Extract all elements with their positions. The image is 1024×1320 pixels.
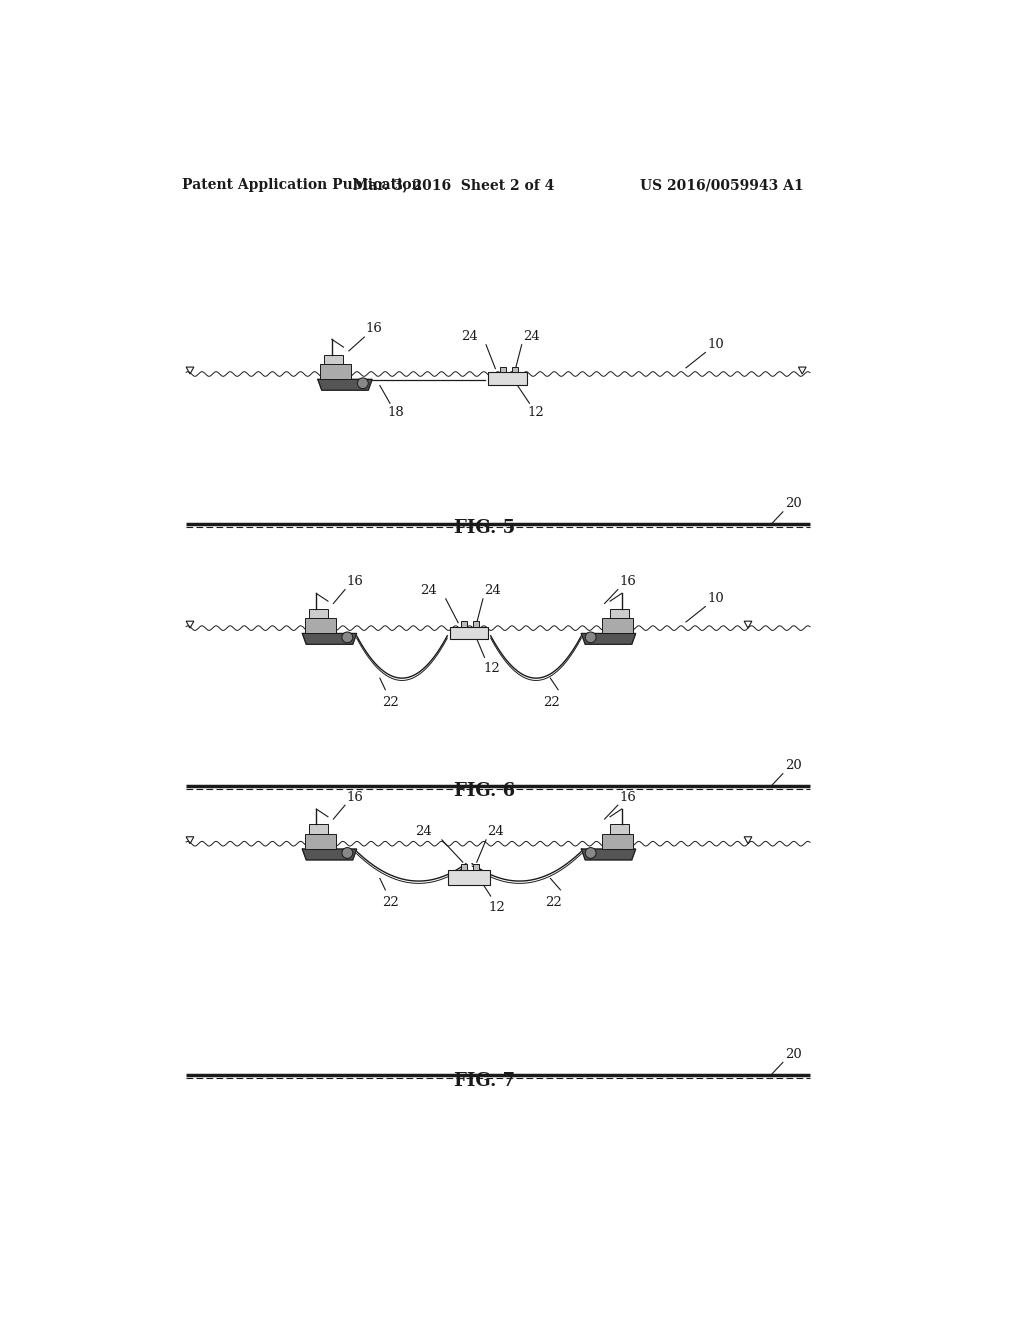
Text: Patent Application Publication: Patent Application Publication (182, 178, 422, 193)
Text: 22: 22 (543, 696, 559, 709)
Bar (602, 834, 633, 849)
Text: FIG. 6: FIG. 6 (454, 783, 515, 800)
Text: 10: 10 (708, 338, 724, 351)
Bar (610, 825, 630, 834)
Text: 24: 24 (484, 585, 502, 598)
Circle shape (342, 847, 352, 858)
Text: 20: 20 (785, 759, 802, 772)
Polygon shape (317, 379, 372, 391)
Text: 12: 12 (488, 900, 505, 913)
Circle shape (342, 632, 352, 643)
Text: 12: 12 (527, 407, 544, 420)
Bar (324, 355, 343, 364)
Bar (473, 622, 479, 627)
Bar (500, 367, 506, 372)
Text: 18: 18 (388, 407, 404, 420)
Text: 24: 24 (462, 330, 478, 343)
Text: 24: 24 (523, 330, 540, 343)
Text: US 2016/0059943 A1: US 2016/0059943 A1 (640, 178, 803, 193)
Polygon shape (302, 634, 356, 644)
Circle shape (357, 378, 369, 388)
Bar (512, 367, 518, 372)
Text: 16: 16 (620, 791, 636, 804)
Bar (461, 863, 467, 870)
Bar (450, 627, 488, 639)
Text: 10: 10 (708, 591, 724, 605)
Text: 24: 24 (487, 825, 505, 838)
Text: 16: 16 (620, 576, 636, 589)
Text: 22: 22 (545, 896, 562, 909)
Text: 20: 20 (785, 498, 802, 511)
Bar (305, 834, 336, 849)
Text: 16: 16 (346, 576, 364, 589)
Bar (305, 618, 336, 634)
Text: Mar. 3, 2016  Sheet 2 of 4: Mar. 3, 2016 Sheet 2 of 4 (353, 178, 554, 193)
Polygon shape (582, 849, 636, 859)
Polygon shape (302, 849, 356, 859)
Circle shape (586, 847, 596, 858)
Text: FIG. 7: FIG. 7 (454, 1072, 515, 1090)
Bar (308, 825, 328, 834)
Text: 22: 22 (382, 896, 399, 909)
Bar (602, 618, 633, 634)
Bar (461, 622, 467, 627)
Text: FIG. 5: FIG. 5 (454, 519, 515, 537)
Bar (488, 372, 527, 385)
Bar (308, 609, 328, 618)
Bar (447, 870, 490, 886)
Text: 24: 24 (420, 585, 436, 598)
Text: 16: 16 (346, 791, 364, 804)
Text: 16: 16 (366, 322, 383, 335)
Text: 12: 12 (483, 663, 500, 675)
Bar (321, 364, 351, 379)
Text: 22: 22 (382, 696, 399, 709)
Bar (610, 609, 630, 618)
Text: 20: 20 (785, 1048, 802, 1061)
Text: 24: 24 (415, 825, 432, 838)
Circle shape (586, 632, 596, 643)
Polygon shape (582, 634, 636, 644)
Bar (473, 863, 479, 870)
